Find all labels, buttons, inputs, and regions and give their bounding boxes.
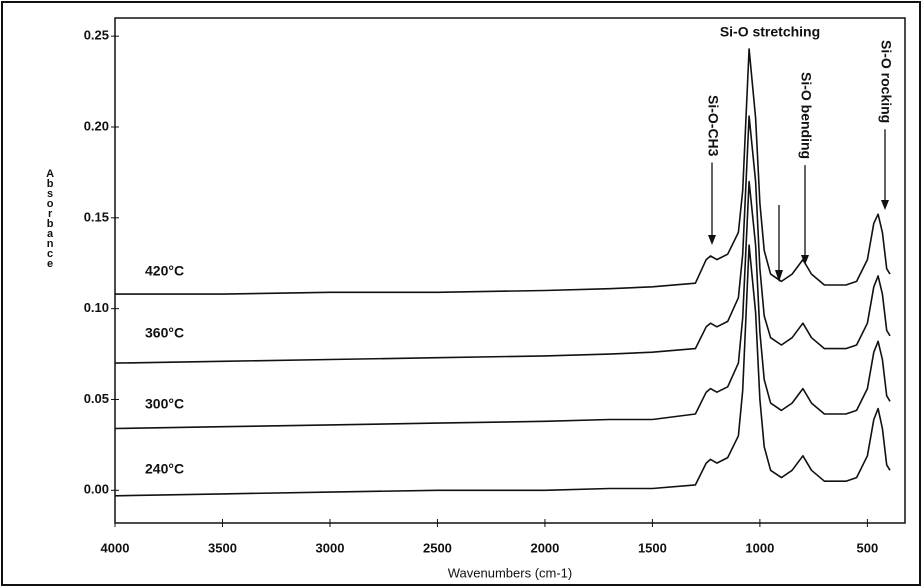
x-tick-label: 1500 (638, 540, 667, 555)
y-axis-label: Absorbance (44, 168, 56, 268)
x-tick-label: 3000 (316, 540, 345, 555)
y-tick-label: 0.25 (84, 28, 109, 43)
spectrum-line (114, 115, 891, 364)
arrow-head (801, 255, 809, 265)
x-tick-label: 500 (857, 540, 879, 555)
arrow-head (881, 200, 889, 210)
series-label: 240°C (145, 461, 184, 477)
y-tick-label: 0.00 (84, 482, 109, 497)
x-axis-label: Wavenumbers (cm-1) (448, 565, 572, 580)
x-tick-label: 1000 (745, 540, 774, 555)
annotation: Si-O bending (798, 72, 814, 159)
series-label: 420°C (145, 263, 184, 279)
x-tick-label: 2000 (530, 540, 559, 555)
series-label: 300°C (145, 396, 184, 412)
annotation: Si-O stretching (720, 24, 820, 40)
y-tick-label: 0.05 (84, 391, 109, 406)
plot-frame (114, 17, 906, 524)
arrow-head (708, 235, 716, 245)
spectrum-line (115, 48, 891, 295)
annotation: Si-O-CH3 (705, 95, 721, 157)
x-tick-label: 3500 (208, 540, 237, 555)
y-tick-label: 0.20 (84, 118, 109, 133)
spectrum-line (114, 244, 891, 497)
arrow-head (775, 270, 783, 282)
y-tick-label: 0.10 (84, 300, 109, 315)
x-tick-label: 4000 (101, 540, 130, 555)
x-tick-label: 2500 (423, 540, 452, 555)
annotation: Si-O rocking (878, 40, 894, 123)
series-label: 360°C (145, 325, 184, 341)
spectrum-line (114, 180, 891, 430)
y-tick-label: 0.15 (84, 209, 109, 224)
